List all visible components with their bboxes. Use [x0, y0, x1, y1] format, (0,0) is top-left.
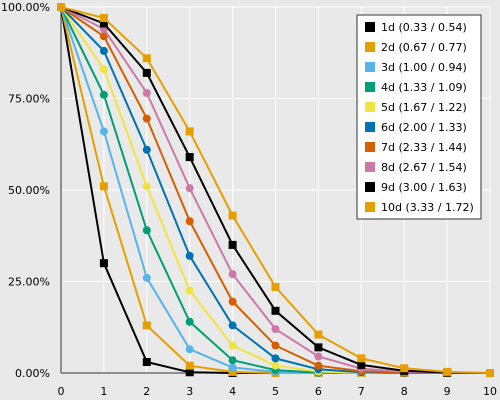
legend-label: 10d (3.33 / 1.72): [381, 201, 474, 214]
legend-swatch: [365, 182, 375, 192]
y-tick-label: 100.00%: [1, 1, 50, 14]
data-point: [185, 153, 194, 162]
data-point: [271, 354, 280, 363]
data-point: [185, 127, 194, 136]
data-point: [228, 211, 237, 220]
data-point: [99, 32, 108, 41]
legend-label: 2d (0.67 / 0.77): [381, 41, 467, 54]
legend-swatch: [365, 22, 375, 32]
data-point: [271, 325, 280, 334]
data-point: [142, 54, 151, 63]
y-tick-label: 50.00%: [8, 184, 50, 197]
data-point: [142, 145, 151, 154]
legend-label: 3d (1.00 / 0.94): [381, 61, 467, 74]
x-tick-label: 10: [483, 385, 497, 398]
data-point: [228, 341, 237, 350]
legend-swatch: [365, 162, 375, 172]
legend-swatch: [365, 102, 375, 112]
legend-label: 8d (2.67 / 1.54): [381, 161, 467, 174]
data-point: [228, 367, 237, 376]
data-point: [99, 182, 108, 191]
legend-swatch: [365, 202, 375, 212]
x-tick-label: 1: [100, 385, 107, 398]
data-point: [185, 345, 194, 354]
data-point: [228, 321, 237, 330]
data-point: [142, 321, 151, 330]
data-point: [57, 3, 65, 11]
legend-label: 6d (2.00 / 1.33): [381, 121, 467, 134]
data-point: [142, 358, 151, 367]
data-point: [185, 361, 194, 370]
x-tick-label: 0: [58, 385, 65, 398]
data-point: [185, 368, 194, 377]
data-point: [271, 361, 280, 370]
legend-label: 4d (1.33 / 1.09): [381, 81, 467, 94]
data-point: [99, 46, 108, 55]
data-point: [400, 364, 409, 373]
data-point: [228, 356, 237, 365]
legend-swatch: [365, 142, 375, 152]
x-tick-label: 9: [444, 385, 451, 398]
data-point: [357, 354, 366, 363]
data-point: [271, 282, 280, 291]
data-point: [99, 259, 108, 268]
data-point: [185, 251, 194, 260]
data-point: [185, 317, 194, 326]
series-group: [57, 3, 494, 377]
data-point: [271, 306, 280, 315]
data-point: [99, 65, 108, 74]
data-point: [314, 352, 323, 361]
data-point: [142, 182, 151, 191]
legend-swatch: [365, 82, 375, 92]
data-point: [185, 286, 194, 295]
legend: 1d (0.33 / 0.54) 2d (0.67 / 0.77) 3d (1.00…: [356, 14, 482, 220]
data-point: [486, 369, 494, 377]
y-tick-label: 0.00%: [15, 367, 50, 380]
legend-swatch: [365, 62, 375, 72]
series-10: [57, 3, 494, 377]
data-point: [185, 184, 194, 193]
legend-swatch: [365, 122, 375, 132]
data-point: [314, 361, 323, 370]
data-point: [185, 217, 194, 226]
data-point: [142, 226, 151, 235]
y-tick-label: 25.00%: [8, 276, 50, 289]
data-point: [99, 90, 108, 99]
legend-label: 5d (1.67 / 1.22): [381, 101, 467, 114]
x-tick-label: 8: [401, 385, 408, 398]
x-tick-label: 2: [143, 385, 150, 398]
data-point: [99, 127, 108, 136]
data-point: [228, 297, 237, 306]
data-point: [99, 19, 108, 28]
data-point: [142, 114, 151, 123]
x-tick-label: 5: [272, 385, 279, 398]
x-tick-label: 6: [315, 385, 322, 398]
data-point: [99, 13, 108, 22]
data-point: [314, 343, 323, 352]
data-point: [142, 273, 151, 282]
x-tick-label: 3: [186, 385, 193, 398]
legend-swatch: [365, 42, 375, 52]
legend-label: 9d (3.00 / 1.63): [381, 181, 467, 194]
data-point: [142, 68, 151, 77]
legend-box: [356, 14, 482, 220]
legend-label: 1d (0.33 / 0.54): [381, 21, 467, 34]
x-tick-label: 4: [229, 385, 236, 398]
data-point: [228, 270, 237, 279]
data-point: [142, 89, 151, 98]
data-point: [314, 330, 323, 339]
data-point: [271, 341, 280, 350]
y-tick-label: 75.00%: [8, 93, 50, 106]
legend-label: 7d (2.33 / 1.44): [381, 141, 467, 154]
data-point: [357, 360, 366, 369]
data-point: [228, 363, 237, 372]
x-tick-label: 7: [358, 385, 365, 398]
data-point: [443, 367, 452, 376]
data-point: [228, 240, 237, 249]
